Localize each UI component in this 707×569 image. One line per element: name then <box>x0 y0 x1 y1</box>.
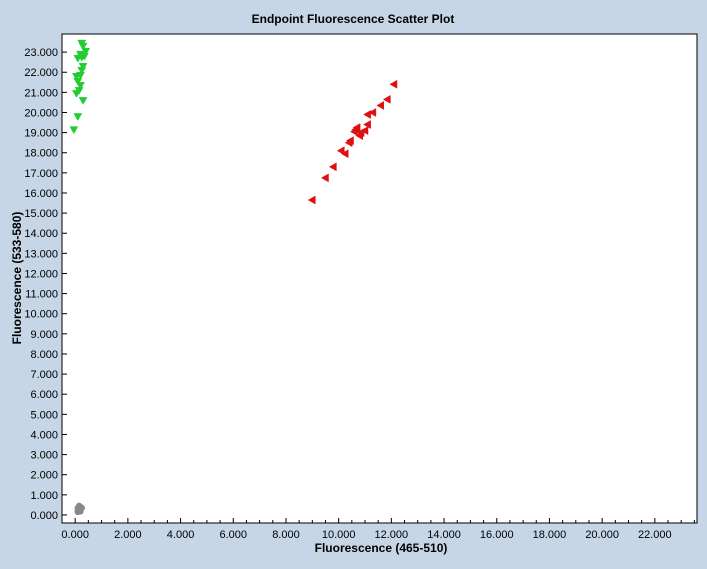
y-tick-label: 1.000 <box>30 490 58 502</box>
y-tick-label: 4.000 <box>30 429 58 441</box>
x-tick-label: 18.000 <box>533 529 567 541</box>
data-point-series-1 <box>376 101 385 110</box>
x-tick-label: 20.000 <box>585 529 619 541</box>
x-tick-label: 14.000 <box>427 529 461 541</box>
data-point-series-1 <box>382 94 391 104</box>
data-point-series-1 <box>340 149 349 159</box>
data-point-series-2 <box>78 62 88 71</box>
x-tick-label: 0.000 <box>61 529 89 541</box>
y-tick-label: 12.000 <box>24 268 58 280</box>
data-point-series-1 <box>307 195 316 205</box>
x-axis-ticks: 0.000 2.000 4.000 6.000 8.000 10.000 12.000 14.… <box>61 518 695 541</box>
y-tick-label: 9.000 <box>30 329 58 341</box>
data-points <box>69 39 398 516</box>
data-point-series-1 <box>328 162 337 172</box>
data-point-series-2 <box>76 50 85 59</box>
data-point-series-1 <box>346 136 354 146</box>
y-tick-label: 23.000 <box>24 47 58 59</box>
chart-title: Endpoint Fluorescence Scatter Plot <box>252 12 455 26</box>
data-point-series-1 <box>363 120 371 129</box>
x-tick-label: 4.000 <box>167 529 195 541</box>
data-point-series-2 <box>78 97 88 105</box>
y-tick-label: 17.000 <box>24 168 58 180</box>
data-point-series-2 <box>81 47 91 56</box>
data-point-series-2 <box>69 126 79 135</box>
y-tick-label: 15.000 <box>24 208 58 220</box>
y-tick-label: 19.000 <box>24 128 58 140</box>
x-tick-label: 16.000 <box>480 529 514 541</box>
y-axis-ticks: 0.000 1.000 2.000 3.000 4.000 5.000 6.000 7.000… <box>24 47 67 522</box>
y-tick-label: 21.000 <box>24 87 58 99</box>
y-axis-label: Fluorescence (533-580) <box>10 212 24 345</box>
x-axis-label: Fluorescence (465-510) <box>315 541 448 555</box>
y-tick-label: 13.000 <box>24 248 58 260</box>
y-tick-label: 11.000 <box>25 289 58 301</box>
y-tick-label: 6.000 <box>30 389 58 401</box>
data-point-series-1 <box>351 125 360 135</box>
y-tick-label: 0.000 <box>30 510 58 522</box>
y-tick-label: 8.000 <box>30 349 58 361</box>
y-tick-label: 18.000 <box>24 148 58 160</box>
data-point-series-2 <box>77 39 87 48</box>
x-tick-label: 12.000 <box>375 529 409 541</box>
x-tick-label: 6.000 <box>219 529 247 541</box>
y-tick-label: 22.000 <box>24 67 58 79</box>
data-point-series-3 <box>75 506 83 513</box>
data-point-series-1 <box>320 173 329 183</box>
y-tick-label: 14.000 <box>24 228 58 240</box>
x-tick-label: 22.000 <box>638 529 672 541</box>
data-point-series-1 <box>389 79 398 89</box>
x-tick-label: 10.000 <box>322 529 356 541</box>
y-tick-label: 3.000 <box>30 450 58 462</box>
x-tick-label: 8.000 <box>272 529 300 541</box>
data-point-series-1 <box>368 108 377 117</box>
plot-area <box>61 33 698 524</box>
data-point-series-2 <box>73 113 83 122</box>
y-tick-label: 5.000 <box>30 409 58 421</box>
data-point-series-1 <box>360 126 369 136</box>
y-tick-label: 16.000 <box>24 188 58 200</box>
x-tick-label: 2.000 <box>114 529 142 541</box>
y-tick-label: 10.000 <box>24 309 58 321</box>
y-tick-label: 2.000 <box>30 470 58 482</box>
y-tick-label: 7.000 <box>30 369 58 381</box>
y-tick-label: 20.000 <box>24 107 58 119</box>
